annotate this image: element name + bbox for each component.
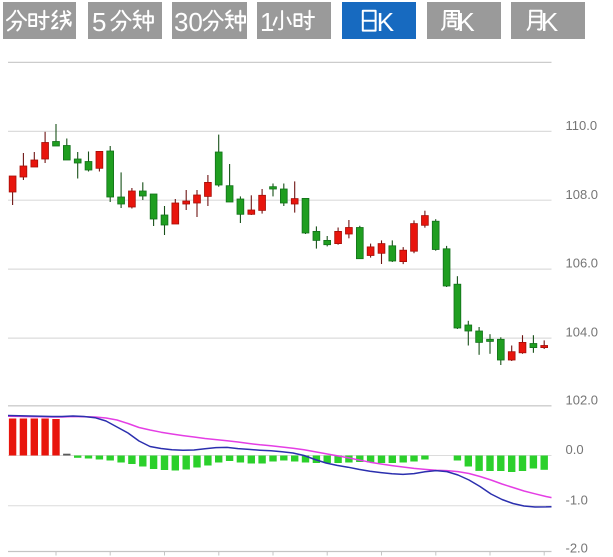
svg-text:1: 1: [260, 7, 274, 37]
svg-text:5: 5: [92, 7, 106, 37]
svg-text:-2.0: -2.0: [566, 540, 588, 555]
svg-text:-1.0: -1.0: [566, 492, 588, 507]
svg-text:K: K: [541, 7, 559, 37]
svg-text:102.0: 102.0: [566, 392, 599, 407]
svg-text:30: 30: [174, 7, 203, 37]
svg-text:K: K: [457, 7, 475, 37]
svg-text:108.0: 108.0: [566, 187, 599, 202]
svg-text:106.0: 106.0: [566, 256, 599, 271]
svg-text:110.0: 110.0: [566, 118, 598, 133]
svg-text:K: K: [376, 7, 394, 37]
svg-text:104.0: 104.0: [566, 325, 599, 340]
svg-text:0.0: 0.0: [566, 442, 584, 457]
